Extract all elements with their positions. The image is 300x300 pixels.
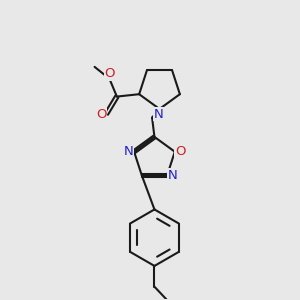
Text: N: N	[167, 169, 177, 182]
Text: O: O	[96, 108, 106, 121]
Text: O: O	[175, 145, 185, 158]
Text: O: O	[104, 67, 115, 80]
Text: N: N	[124, 145, 134, 158]
Text: N: N	[154, 108, 164, 121]
